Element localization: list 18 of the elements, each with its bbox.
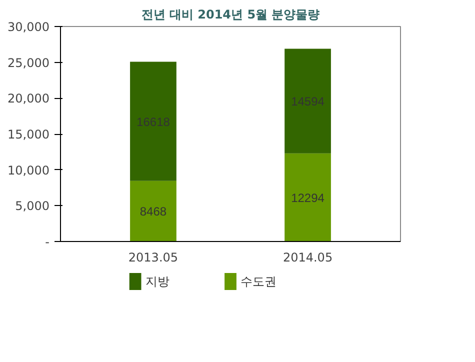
bar xyxy=(284,48,331,154)
y-tick-label: 5,000 xyxy=(15,199,50,214)
bar xyxy=(130,180,176,242)
y-tick-label: - xyxy=(45,235,50,249)
data-label: 12294 xyxy=(291,190,325,205)
y-tick-label: 20,000 xyxy=(8,92,50,106)
x-tick-label: 2014.05 xyxy=(282,250,333,264)
data-label: 8468 xyxy=(140,204,167,219)
y-tick-label: 10,000 xyxy=(8,163,50,178)
y-tick-label: 30,000 xyxy=(8,20,50,34)
y-tick-label: 15,000 xyxy=(8,128,50,142)
x-tick-label: 2013.05 xyxy=(128,250,178,264)
legend-label: 지방 xyxy=(146,274,170,288)
y-tick-label: 25,000 xyxy=(8,56,50,70)
bar xyxy=(284,153,331,242)
legend-label: 수도권 xyxy=(240,274,277,288)
bar xyxy=(130,62,176,181)
chart-title: 전년 대비 2014년 5월 분양물량 xyxy=(141,8,320,22)
